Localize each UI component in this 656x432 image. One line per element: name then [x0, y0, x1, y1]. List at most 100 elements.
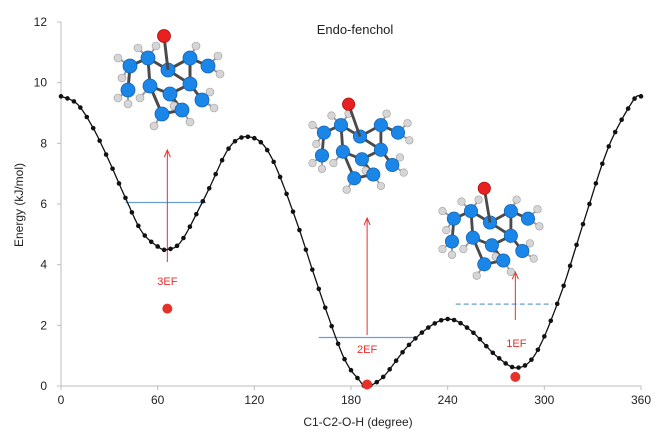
carbon-atom — [162, 86, 178, 102]
y-axis-label: Energy (kJ/mol) — [12, 163, 26, 247]
carbon-atom — [347, 171, 362, 186]
curve-marker — [529, 357, 534, 362]
carbon-atom — [335, 144, 350, 159]
x-tick-label: 180 — [341, 393, 361, 407]
hydrogen-atom — [533, 205, 542, 214]
y-tick-label: 4 — [40, 258, 47, 272]
hydrogen-atom — [399, 168, 408, 177]
curve-marker — [406, 342, 412, 348]
curve-marker — [194, 211, 199, 217]
curve-marker — [612, 129, 618, 135]
hydrogen-atom — [308, 121, 317, 130]
carbon-atom — [503, 228, 518, 243]
curve-marker — [490, 350, 496, 356]
curve-marker — [277, 174, 283, 180]
hydrogen-atom — [209, 103, 219, 113]
curve-marker — [348, 367, 354, 373]
carbon-atom — [520, 211, 536, 226]
hydrogen-atom — [123, 99, 133, 109]
hydrogen-atom — [133, 43, 143, 53]
molecule-structures — [113, 29, 544, 280]
curve-marker — [213, 171, 218, 177]
curve-marker — [477, 336, 483, 342]
carbon-atom — [142, 78, 158, 94]
carbon-atom — [182, 50, 198, 66]
curve-marker — [374, 379, 380, 385]
curve-marker — [290, 209, 296, 214]
curve-marker — [632, 96, 637, 101]
curve-marker — [400, 349, 405, 355]
curve-marker — [335, 341, 341, 347]
hydrogen-atom — [213, 51, 223, 61]
x-tick-label: 60 — [151, 393, 165, 407]
conformer-energy-point — [362, 379, 373, 390]
x-axis-label: C1-C2-O-H (degree) — [303, 415, 412, 429]
carbon-atom — [174, 102, 190, 118]
curve-marker — [574, 242, 579, 248]
hydrogen-atom — [525, 239, 534, 248]
hydrogen-atom — [506, 267, 515, 276]
curve-marker — [71, 99, 77, 104]
hydrogen-atom — [113, 93, 123, 103]
hydrogen-atom — [117, 73, 127, 83]
curve-marker — [638, 94, 644, 99]
hydrogen-atom — [113, 53, 123, 63]
y-tick-label: 2 — [40, 318, 47, 332]
carbon-atom — [182, 76, 198, 92]
curve-marker — [554, 301, 560, 307]
hydrogen-atom — [512, 195, 521, 204]
y-tick-label: 6 — [40, 197, 47, 211]
curve-marker — [542, 334, 547, 339]
carbon-atom — [194, 92, 210, 108]
curve-marker — [97, 138, 102, 144]
hydrogen-atom — [327, 111, 336, 120]
curve-marker — [380, 374, 386, 380]
curve-marker — [593, 181, 599, 186]
curve-marker — [503, 361, 508, 366]
chart-title: Endo-fenchol — [317, 22, 394, 37]
curve-marker — [600, 161, 605, 167]
curve-marker — [426, 325, 431, 330]
curve-marker — [496, 356, 502, 361]
y-tick-label: 12 — [34, 15, 48, 29]
curve-marker — [561, 283, 566, 289]
curve-marker — [413, 336, 418, 341]
arrow-head — [363, 216, 371, 226]
molecule-1ef — [438, 181, 544, 280]
curve-marker — [297, 227, 302, 233]
curve-marker — [58, 94, 64, 99]
curve-marker — [116, 181, 122, 186]
hydrogen-atom — [382, 109, 391, 118]
curve-marker — [419, 330, 425, 335]
energy-level-lines — [125, 201, 553, 339]
oxygen-atom — [157, 29, 171, 43]
hydrogen-atom — [317, 164, 327, 173]
carbon-atom — [390, 125, 406, 140]
molecule-3ef — [113, 29, 225, 131]
curve-marker — [123, 195, 128, 201]
hydrogen-atom — [215, 69, 225, 79]
curve-marker — [239, 135, 244, 140]
energy-curve — [58, 94, 644, 388]
carbon-atom — [515, 243, 530, 259]
carbon-atom — [316, 125, 331, 140]
curve-marker — [393, 358, 399, 364]
carbon-atom — [463, 204, 479, 219]
carbon-atom — [200, 58, 216, 74]
curve-marker — [187, 224, 193, 229]
molecule-2ef — [308, 97, 414, 194]
hydrogen-atom — [149, 121, 159, 131]
hydrogen-atom — [535, 222, 544, 231]
curve-marker — [78, 105, 83, 110]
curve-marker — [471, 330, 476, 336]
hydrogen-atom — [442, 226, 451, 235]
hydrogen-atom — [151, 41, 161, 51]
curve-marker — [310, 267, 315, 272]
x-tick-label: 360 — [631, 393, 651, 407]
hydrogen-atom — [474, 195, 483, 204]
hydrogen-atom — [395, 153, 404, 162]
curve-marker — [110, 166, 115, 171]
carbon-atom — [446, 211, 461, 226]
state-label: 2EF — [357, 344, 377, 356]
